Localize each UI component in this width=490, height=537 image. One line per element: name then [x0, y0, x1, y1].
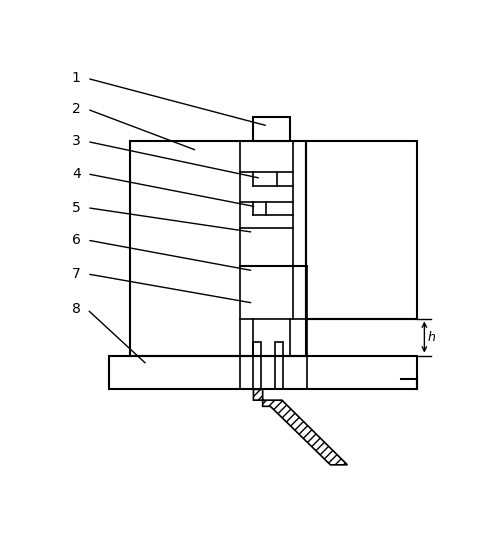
Bar [275, 342, 283, 355]
Text: 4: 4 [72, 167, 81, 181]
Bar [130, 141, 306, 355]
Bar [253, 318, 290, 355]
Bar [294, 141, 306, 266]
Text: 7: 7 [72, 267, 81, 281]
Bar [290, 318, 307, 355]
Text: 1: 1 [72, 71, 81, 85]
Bar [253, 342, 261, 355]
Bar [240, 172, 253, 201]
Text: 2: 2 [72, 102, 81, 116]
Bar [240, 141, 294, 172]
Bar [253, 117, 290, 141]
Bar [253, 342, 261, 355]
Text: 8: 8 [72, 302, 81, 316]
Text: 6: 6 [72, 233, 81, 247]
Bar [294, 266, 306, 318]
Bar [240, 318, 253, 355]
Bar [306, 141, 416, 318]
Bar [240, 172, 294, 201]
Bar [253, 201, 266, 215]
Bar [266, 201, 294, 215]
Bar [253, 172, 276, 186]
Bar [240, 228, 294, 266]
Text: 5: 5 [72, 201, 81, 215]
Bar [240, 228, 294, 266]
Bar [240, 266, 307, 318]
Bar [253, 117, 290, 141]
Bar [275, 342, 283, 355]
Bar [276, 172, 294, 186]
Text: h: h [427, 330, 435, 344]
Polygon shape [253, 389, 347, 465]
Bar [240, 201, 253, 228]
Bar [240, 266, 307, 318]
Bar [109, 355, 416, 389]
Bar [240, 201, 294, 228]
Bar [306, 141, 416, 318]
Text: 3: 3 [72, 134, 81, 148]
Bar [109, 355, 416, 389]
Bar [240, 318, 307, 355]
Bar [130, 141, 306, 355]
